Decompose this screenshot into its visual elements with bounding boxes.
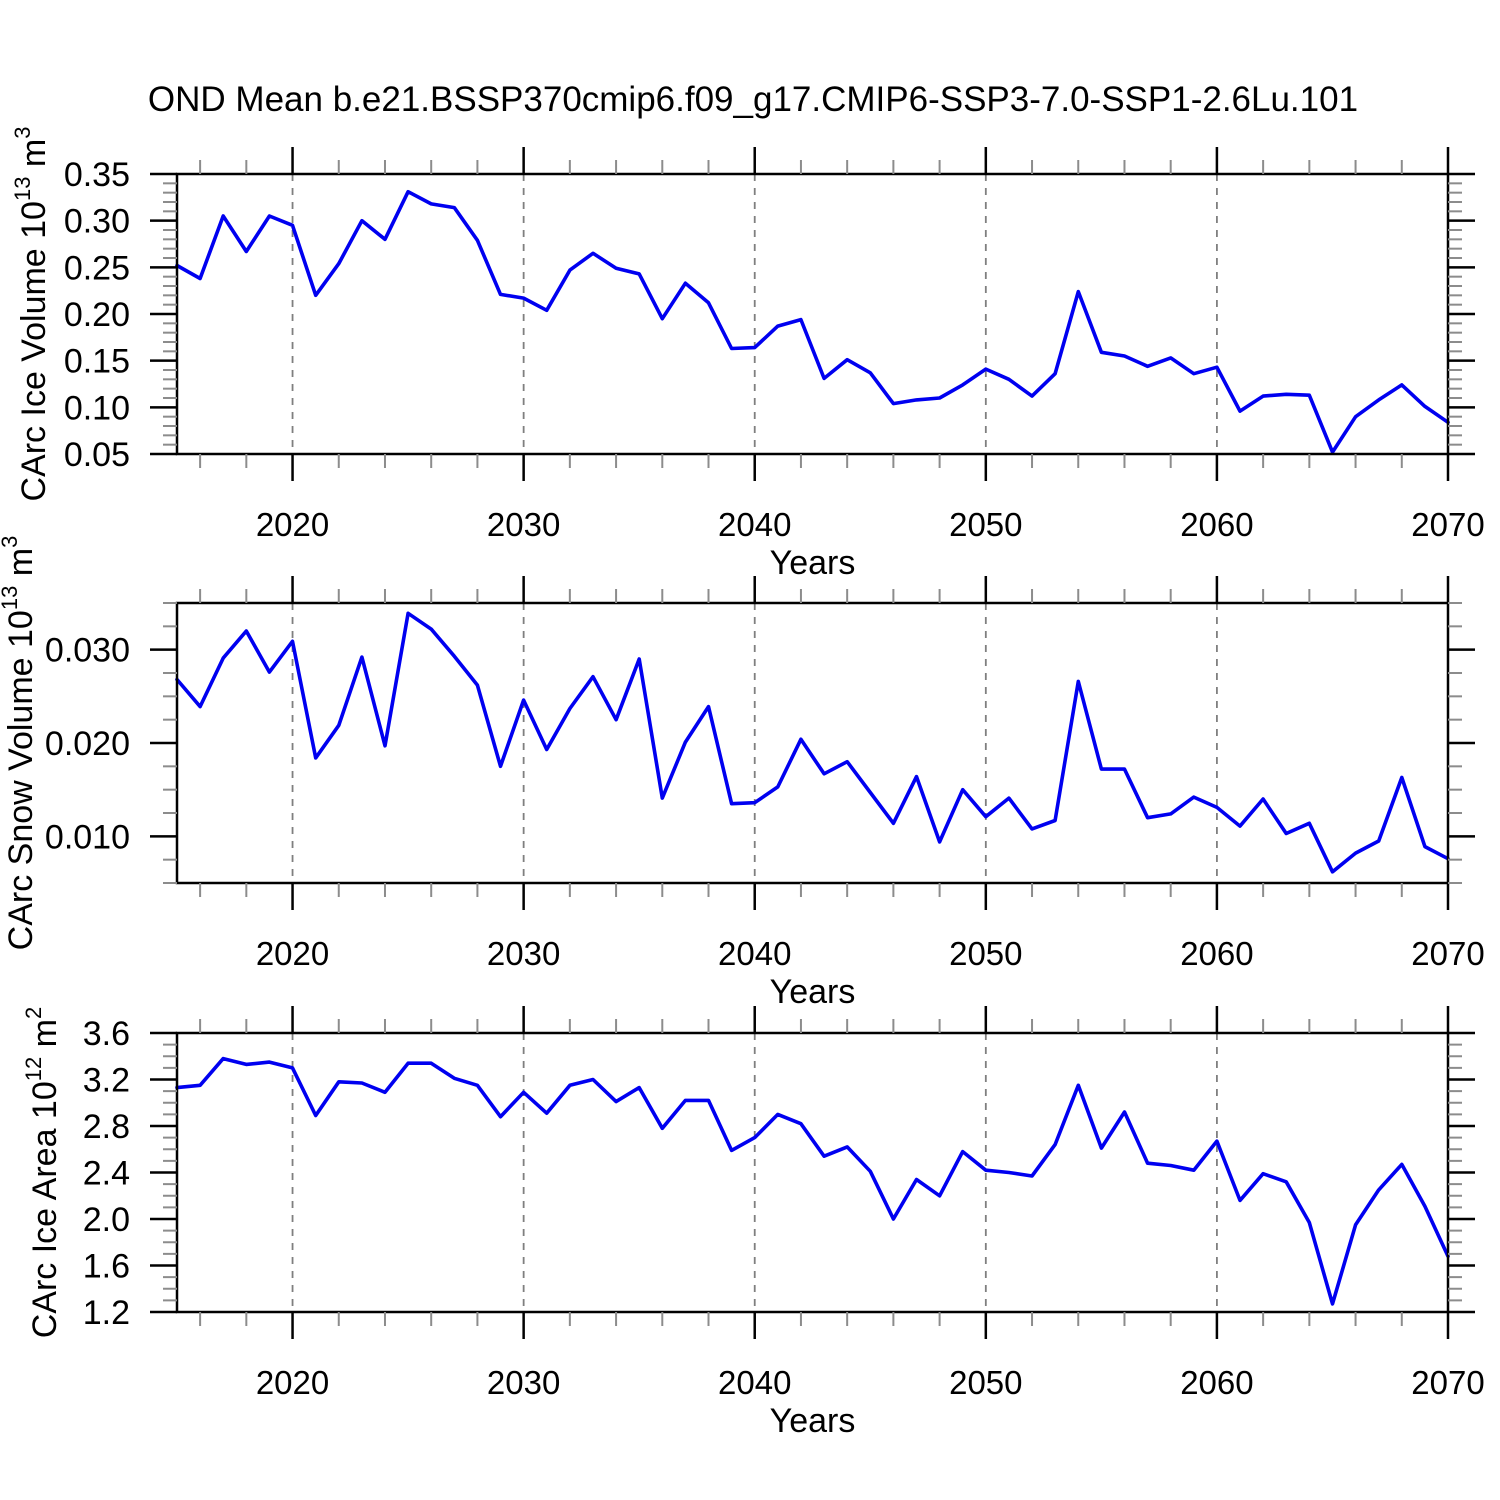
x-tick-label: 2030 (487, 1364, 560, 1401)
x-tick-label: 2030 (487, 506, 560, 543)
x-axis-title: Years (770, 544, 856, 582)
x-tick-label: 2060 (1180, 1364, 1253, 1401)
x-tick-label: 2020 (256, 935, 329, 972)
x-tick-label: 2040 (718, 1364, 791, 1401)
data-line-ice-area (175, 1056, 1450, 1306)
x-axis-title: Years (770, 1402, 856, 1440)
y-tick-label: 2.4 (83, 1155, 130, 1193)
x-tick-label: 2070 (1411, 935, 1484, 972)
y-axis-title: CArc Ice Area 1012 m2 (21, 1007, 64, 1339)
x-tick-label: 2020 (256, 1364, 329, 1401)
y-axis-title: CArc Snow Volume 1013 m3 (0, 536, 40, 951)
y-tick-label: 0.30 (64, 203, 130, 241)
y-tick-label: 0.20 (64, 296, 130, 334)
y-tick-label: 3.6 (83, 1015, 130, 1053)
x-tick-label: 2050 (949, 1364, 1022, 1401)
x-tick-label: 2040 (718, 935, 791, 972)
x-tick-label: 2040 (718, 506, 791, 543)
x-tick-label: 2030 (487, 935, 560, 972)
y-tick-label: 2.8 (83, 1108, 130, 1146)
plot-frame (175, 172, 1450, 456)
y-tick-label: 2.0 (83, 1201, 130, 1239)
plot-frame (175, 601, 1450, 885)
data-line-ice-volume (175, 189, 1450, 454)
y-tick-label: 0.020 (45, 725, 130, 763)
y-tick-label: 0.10 (64, 389, 130, 427)
y-tick-label: 0.15 (64, 343, 130, 381)
chart-title: OND Mean b.e21.BSSP370cmip6.f09_g17.CMIP… (148, 80, 1358, 119)
y-tick-label: 0.010 (45, 818, 130, 856)
chart-panel-snow-volume: 2020 2030 2040 2050 2060 2070 0.010 0.020 0.030 Y… (0, 536, 1485, 1011)
x-tick-label: 2020 (256, 506, 329, 543)
x-tick-label: 2050 (949, 935, 1022, 972)
data-line-snow-volume (175, 611, 1450, 874)
y-tick-label: 1.6 (83, 1248, 130, 1286)
y-tick-label: 1.2 (83, 1294, 130, 1332)
y-axis-title: CArc Ice Volume 1013 m3 (10, 127, 53, 502)
x-tick-label: 2060 (1180, 935, 1253, 972)
chart-panel-ice-area: 2020 2030 2040 2050 2060 2070 1.2 1.6 2.0 2.4 2.8 3… (21, 1006, 1485, 1440)
x-tick-label: 2060 (1180, 506, 1253, 543)
x-tick-label: 2050 (949, 506, 1022, 543)
x-tick-label: 2070 (1411, 506, 1484, 543)
x-tick-label: 2070 (1411, 1364, 1484, 1401)
chart-panels: 2020 2030 2040 2050 2060 2070 0.05 0.10 0.15 0.20… (0, 127, 1485, 1441)
y-tick-label: 0.030 (45, 632, 130, 670)
x-axis-title: Years (770, 973, 856, 1011)
y-tick-label: 0.05 (64, 436, 130, 474)
y-tick-label: 0.35 (64, 156, 130, 194)
chart-panel-ice-volume: 2020 2030 2040 2050 2060 2070 0.05 0.10 0.15 0.20… (10, 127, 1485, 583)
plot-frame (175, 1031, 1450, 1314)
y-tick-label: 0.25 (64, 249, 130, 287)
y-tick-label: 3.2 (83, 1062, 130, 1100)
